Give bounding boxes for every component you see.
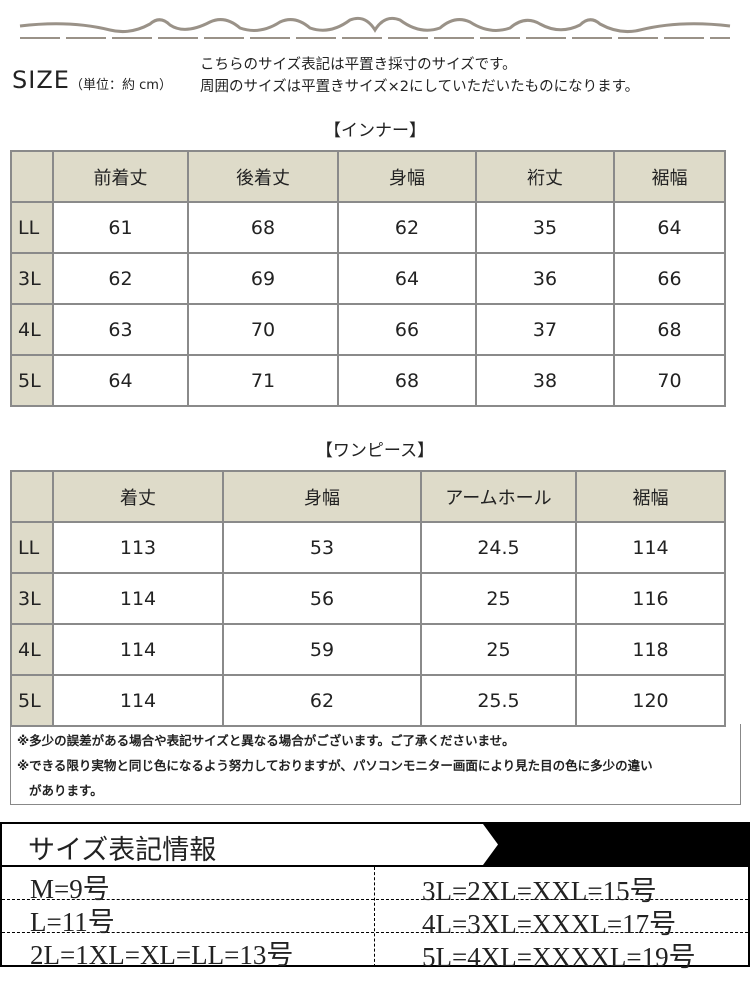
table-row: 4L 114 59 25 118 bbox=[10, 623, 726, 676]
table-row: LL 113 53 24.5 114 bbox=[10, 521, 726, 574]
column-header: 裾幅 bbox=[575, 470, 726, 523]
column-header: 前着丈 bbox=[52, 150, 189, 203]
size-equivalence: M=9号 bbox=[30, 874, 110, 904]
size-info-row: L=11号 4L=3XL=XXXL=17号 bbox=[2, 900, 748, 939]
column-header: 裾幅 bbox=[613, 150, 726, 203]
size-cell: 3L bbox=[10, 572, 54, 625]
value-cell: 66 bbox=[613, 252, 726, 305]
size-cell: 5L bbox=[10, 354, 54, 407]
value-cell: 70 bbox=[613, 354, 726, 407]
size-info-header: サイズ表記情報 bbox=[2, 824, 748, 867]
table-row: 4L 63 70 66 37 68 bbox=[10, 303, 726, 356]
column-header: 裄丈 bbox=[475, 150, 615, 203]
value-cell: 114 bbox=[52, 674, 224, 727]
value-cell: 62 bbox=[337, 201, 477, 254]
notes-box: ※多少の誤差がある場合や表記サイズと異なる場合がございます。ご了承くださいませ。… bbox=[10, 724, 741, 805]
value-cell: 70 bbox=[187, 303, 339, 356]
inner-size-table: 前着丈 後着丈 身幅 裄丈 裾幅 LL 61 68 62 35 64 3L 62 69 64 36 66 4L 6… bbox=[10, 150, 726, 407]
value-cell: 64 bbox=[52, 354, 189, 407]
note: ※できる限り実物と同じ色になるよう努力しておりますが、パソコンモニター画面により… bbox=[17, 758, 653, 773]
value-cell: 63 bbox=[52, 303, 189, 356]
inner-title: 【インナー】 bbox=[324, 121, 426, 141]
black-banner bbox=[483, 824, 748, 865]
column-header: 身幅 bbox=[222, 470, 422, 523]
value-cell: 69 bbox=[187, 252, 339, 305]
divider bbox=[374, 867, 375, 967]
value-cell: 68 bbox=[187, 201, 339, 254]
column-header: アームホール bbox=[420, 470, 577, 523]
value-cell: 64 bbox=[613, 201, 726, 254]
unit-label: （単位：約 cm） bbox=[70, 78, 172, 93]
value-cell: 25.5 bbox=[420, 674, 577, 727]
value-cell: 116 bbox=[575, 572, 726, 625]
value-cell: 37 bbox=[475, 303, 615, 356]
onepiece-title: 【ワンピース】 bbox=[315, 441, 435, 461]
value-cell: 36 bbox=[475, 252, 615, 305]
size-info-title: サイズ表記情報 bbox=[28, 835, 217, 865]
value-cell: 114 bbox=[575, 521, 726, 574]
size-cell: LL bbox=[10, 201, 54, 254]
size-info-row: 2L=1XL=XL=LL=13号 5L=4XL=XXXXL=19号 bbox=[2, 933, 748, 972]
column-header: 身幅 bbox=[337, 150, 477, 203]
note: があります。 bbox=[29, 783, 103, 798]
value-cell: 113 bbox=[52, 521, 224, 574]
value-cell: 114 bbox=[52, 572, 224, 625]
corner-cell bbox=[10, 470, 54, 523]
value-cell: 62 bbox=[222, 674, 422, 727]
size-equivalence: 4L=3XL=XXXL=17号 bbox=[422, 909, 677, 939]
value-cell: 120 bbox=[575, 674, 726, 727]
size-equivalence: L=11号 bbox=[30, 907, 115, 937]
value-cell: 24.5 bbox=[420, 521, 577, 574]
table-row: 5L 114 62 25.5 120 bbox=[10, 674, 726, 727]
size-label: SIZE bbox=[12, 66, 70, 94]
value-cell: 62 bbox=[52, 252, 189, 305]
value-cell: 61 bbox=[52, 201, 189, 254]
onepiece-size-table: 着丈 身幅 アームホール 裾幅 LL 113 53 24.5 114 3L 114 56 25 116 4… bbox=[10, 470, 726, 727]
value-cell: 118 bbox=[575, 623, 726, 676]
size-cell: 3L bbox=[10, 252, 54, 305]
value-cell: 64 bbox=[337, 252, 477, 305]
table-row: LL 61 68 62 35 64 bbox=[10, 201, 726, 254]
note: ※多少の誤差がある場合や表記サイズと異なる場合がございます。ご了承くださいませ。 bbox=[17, 733, 515, 748]
value-cell: 53 bbox=[222, 521, 422, 574]
table-row: 3L 62 69 64 36 66 bbox=[10, 252, 726, 305]
size-cell: 4L bbox=[10, 623, 54, 676]
column-header: 着丈 bbox=[52, 470, 224, 523]
size-cell: LL bbox=[10, 521, 54, 574]
size-description: こちらのサイズ表記は平置き採寸のサイズです。 周囲のサイズは平置きサイズ×2にし… bbox=[200, 54, 639, 98]
size-cell: 4L bbox=[10, 303, 54, 356]
desc-line: こちらのサイズ表記は平置き採寸のサイズです。 bbox=[200, 57, 517, 73]
value-cell: 71 bbox=[187, 354, 339, 407]
desc-line: 周囲のサイズは平置きサイズ×2にしていただいたものになります。 bbox=[200, 79, 640, 95]
table-header-row: 着丈 身幅 アームホール 裾幅 bbox=[10, 470, 726, 523]
value-cell: 35 bbox=[475, 201, 615, 254]
size-info-panel: サイズ表記情報 M=9号 3L=2XL=XXL=15号 L=11号 4L=3XL=X… bbox=[0, 822, 750, 972]
size-equivalence: 3L=2XL=XXL=15号 bbox=[422, 876, 657, 906]
size-equivalence: 2L=1XL=XL=LL=13号 bbox=[30, 940, 294, 970]
table-row: 5L 64 71 68 38 70 bbox=[10, 354, 726, 407]
size-equivalence: 5L=4XL=XXXXL=19号 bbox=[422, 942, 696, 972]
table-header-row: 前着丈 後着丈 身幅 裄丈 裾幅 bbox=[10, 150, 726, 203]
size-info-row: M=9号 3L=2XL=XXL=15号 bbox=[2, 867, 748, 906]
corner-cell bbox=[10, 150, 54, 203]
value-cell: 66 bbox=[337, 303, 477, 356]
value-cell: 25 bbox=[420, 572, 577, 625]
column-header: 後着丈 bbox=[187, 150, 339, 203]
ornament-divider bbox=[19, 16, 731, 39]
value-cell: 56 bbox=[222, 572, 422, 625]
size-cell: 5L bbox=[10, 674, 54, 727]
value-cell: 59 bbox=[222, 623, 422, 676]
value-cell: 25 bbox=[420, 623, 577, 676]
value-cell: 68 bbox=[337, 354, 477, 407]
value-cell: 114 bbox=[52, 623, 224, 676]
value-cell: 38 bbox=[475, 354, 615, 407]
value-cell: 68 bbox=[613, 303, 726, 356]
table-row: 3L 114 56 25 116 bbox=[10, 572, 726, 625]
